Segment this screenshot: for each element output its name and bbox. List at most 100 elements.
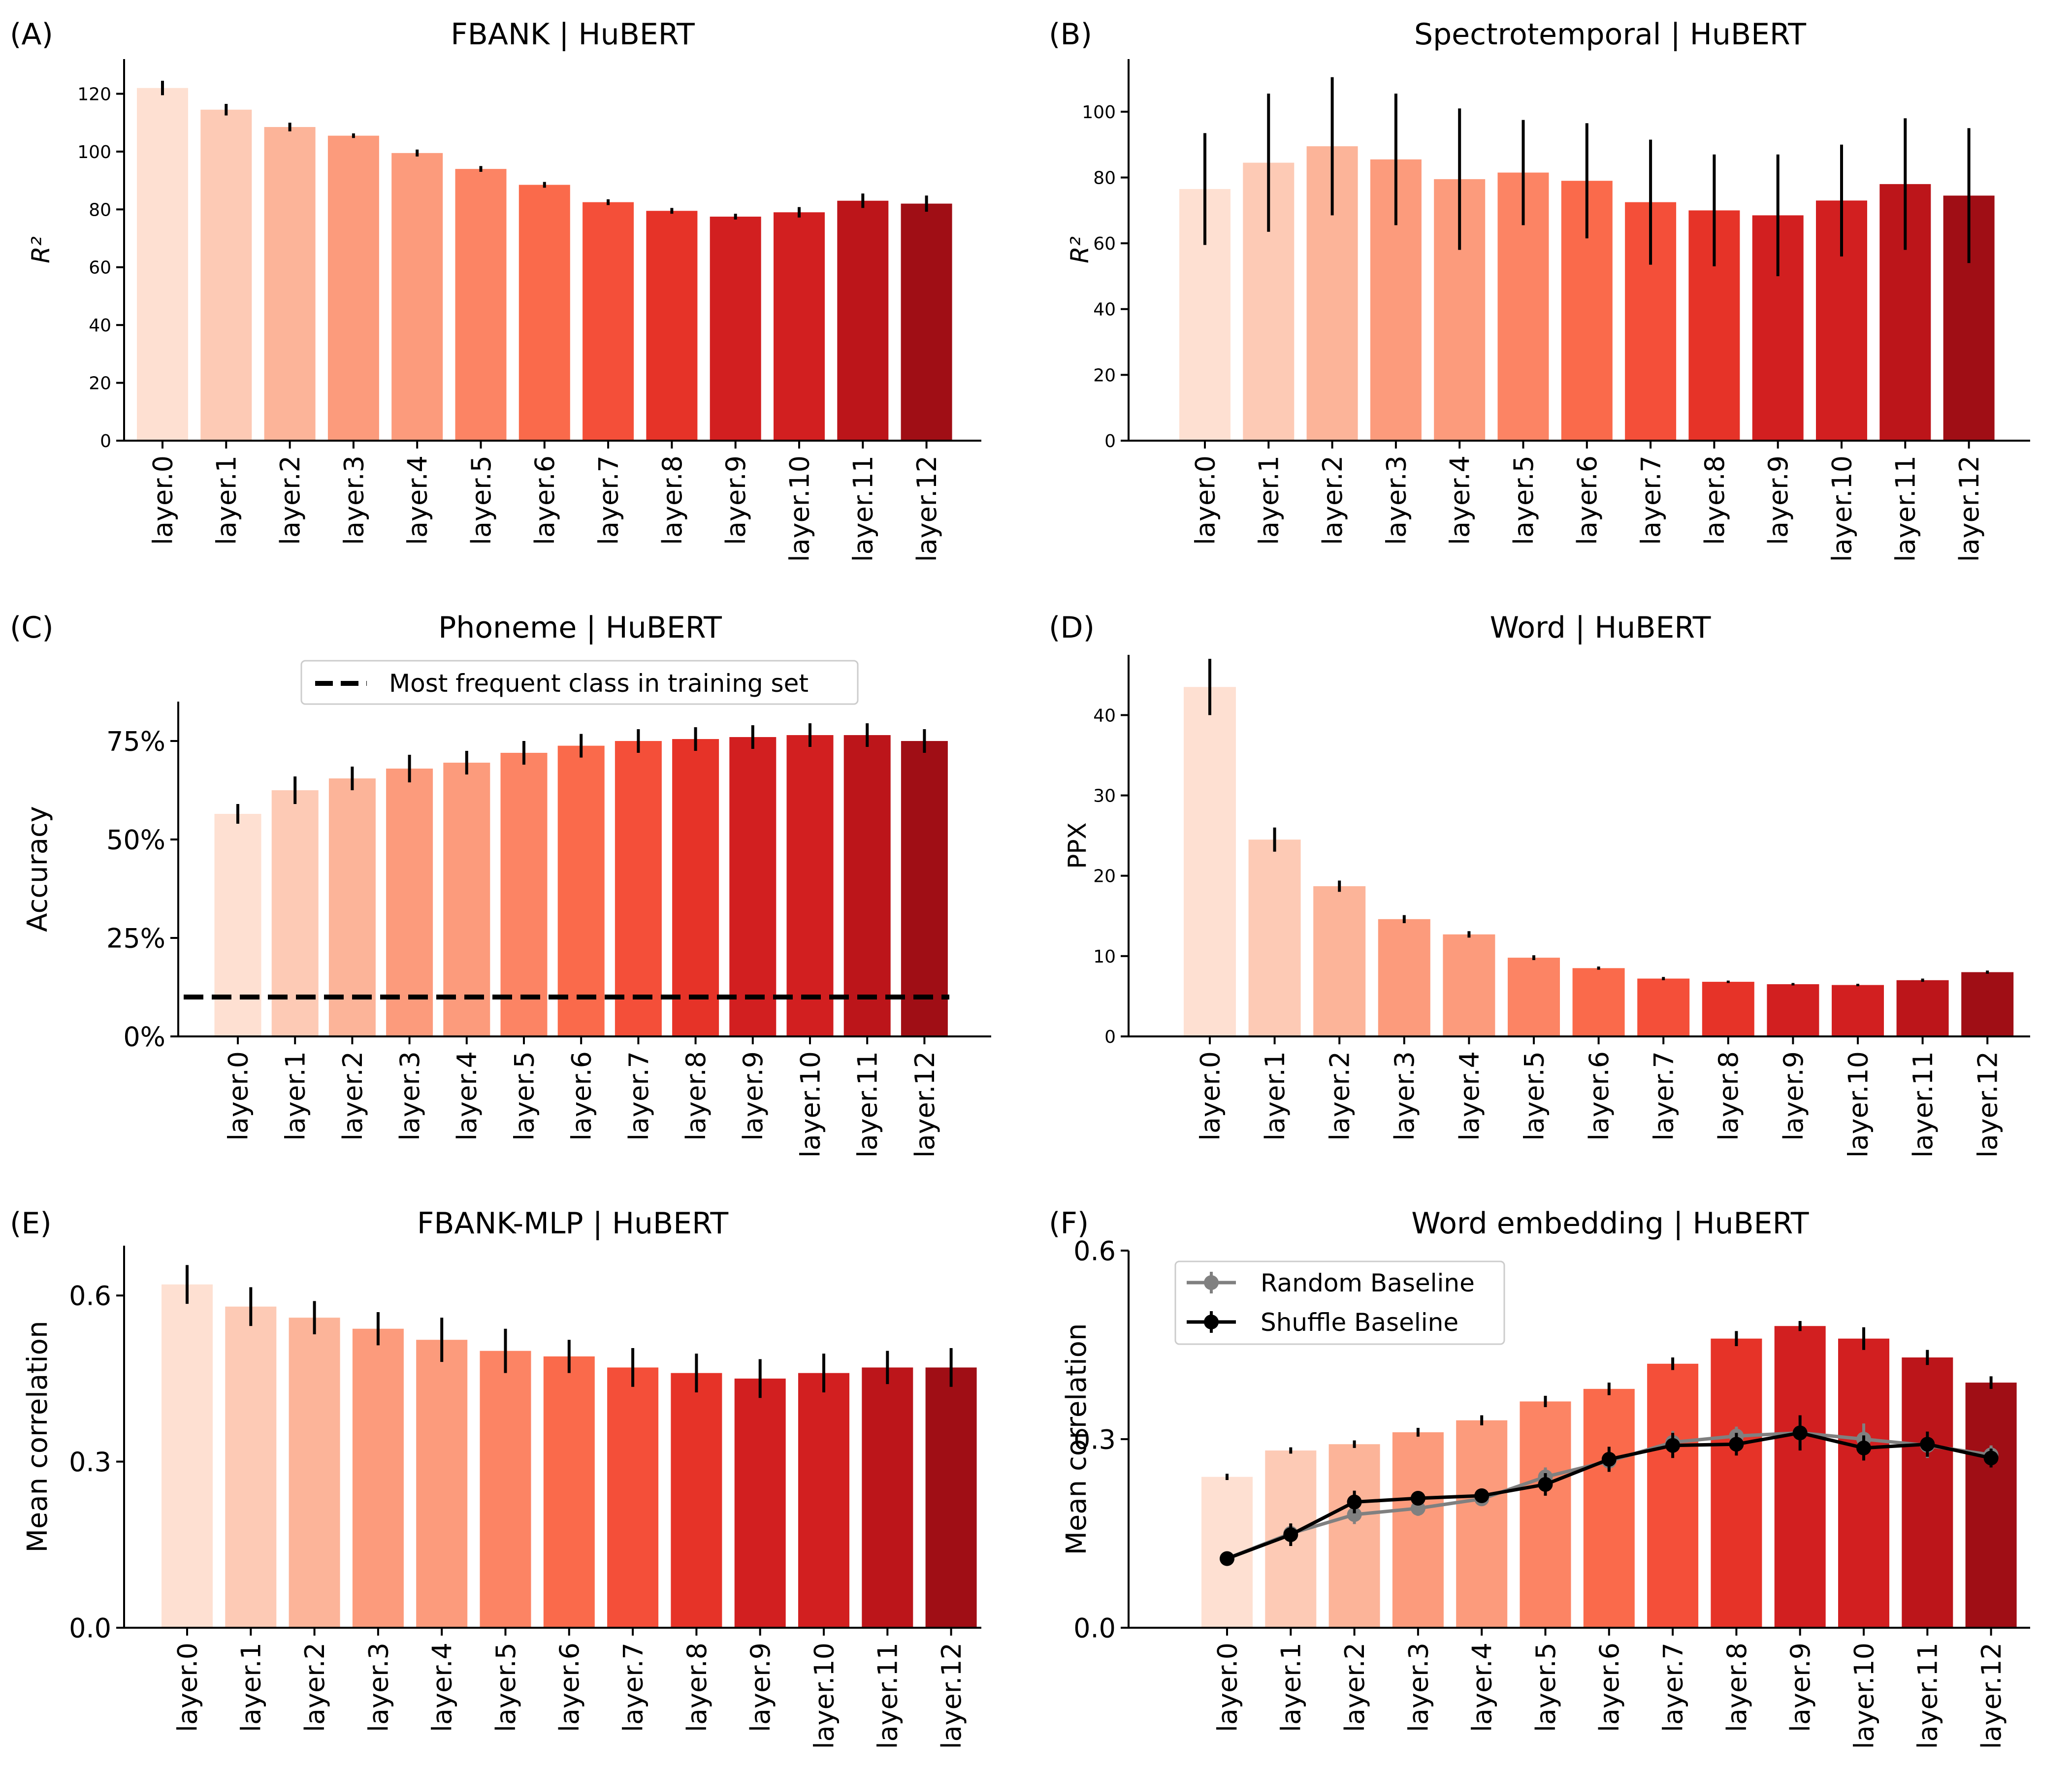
legend-marker-icon: [1204, 1275, 1219, 1290]
bar-layer.6: [1583, 1388, 1635, 1628]
x-tick-label: layer.6: [554, 1643, 585, 1732]
x-tick-label: layer.10: [795, 1051, 826, 1158]
x-tick-label: layer.5: [509, 1051, 540, 1141]
x-tick-label: layer.8: [657, 455, 688, 545]
x-tick-label: layer.11: [852, 1051, 883, 1158]
x-tick-label: layer.7: [618, 1643, 649, 1732]
bar-layer.2: [1313, 886, 1366, 1036]
series-point: [1538, 1477, 1553, 1492]
y-tick-label: 40: [89, 316, 111, 336]
bar-layer.0: [137, 88, 188, 441]
bar-layer.4: [416, 1340, 468, 1628]
bar-layer.4: [391, 153, 443, 441]
bar-layer.6: [518, 185, 570, 441]
x-tick-label: layer.11: [1890, 455, 1921, 562]
bar-layer.3: [386, 769, 433, 1036]
y-tick-label: 0.0: [69, 1612, 111, 1643]
x-tick-label: layer.1: [1260, 1051, 1291, 1141]
x-tick-label: layer.0: [1190, 455, 1221, 545]
x-tick-label: layer.5: [490, 1643, 521, 1732]
x-tick-label: layer.10: [1843, 1051, 1874, 1158]
x-tick-label: layer.12: [936, 1643, 967, 1749]
y-tick-label: 100: [1082, 102, 1116, 123]
bar-layer.10: [1838, 1338, 1889, 1628]
bar-layer.12: [925, 1367, 977, 1628]
bar-layer.5: [455, 169, 507, 441]
bar-layer.12: [1965, 1383, 2017, 1628]
x-tick-label: layer.10: [1848, 1643, 1879, 1749]
y-tick-label: 60: [89, 258, 111, 278]
x-tick-label: layer.0: [172, 1643, 203, 1732]
bar-layer.9: [729, 737, 777, 1036]
x-tick-label: layer.11: [848, 455, 879, 562]
x-tick-label: layer.2: [299, 1643, 330, 1732]
chart-title: Phoneme | HuBERT: [438, 611, 722, 645]
bar-layer.8: [672, 739, 719, 1036]
y-tick-label: 25%: [106, 923, 165, 954]
bar-layer.6: [543, 1356, 595, 1628]
bar-layer.2: [264, 127, 316, 441]
x-tick-label: layer.1: [280, 1051, 311, 1141]
y-tick-label: 40: [1093, 300, 1116, 320]
y-tick-label: 80: [1093, 168, 1116, 188]
x-tick-label: layer.3: [338, 455, 369, 545]
bar-layer.7: [607, 1367, 659, 1628]
y-tick-label: 0.6: [1073, 1235, 1116, 1266]
y-tick-label: 10: [1093, 947, 1116, 967]
panel-label: (B): [1049, 17, 1092, 52]
x-tick-label: layer.8: [1699, 455, 1730, 545]
bar-layer.2: [289, 1318, 340, 1628]
chart-title: Word | HuBERT: [1490, 611, 1711, 645]
x-tick-label: layer.0: [147, 455, 178, 545]
x-tick-label: layer.12: [1973, 1051, 2004, 1158]
y-tick-label: 20: [1093, 867, 1116, 887]
y-tick-label: 0: [1104, 1027, 1116, 1047]
x-tick-label: layer.3: [1381, 455, 1412, 545]
bar-layer.8: [1702, 982, 1754, 1036]
y-tick-label: 40: [1093, 706, 1116, 726]
bar-layer.11: [862, 1367, 913, 1628]
y-axis-label: R²: [1066, 236, 1094, 263]
bar-layer.7: [1637, 978, 1690, 1036]
bar-layer.1: [200, 109, 252, 441]
x-tick-label: layer.1: [1276, 1643, 1307, 1732]
y-tick-label: 75%: [106, 726, 165, 757]
bar-layer.2: [1328, 1444, 1380, 1628]
x-tick-label: layer.7: [1658, 1643, 1689, 1732]
series-point: [1983, 1450, 1999, 1466]
bar-layer.4: [443, 763, 490, 1036]
panel-label: (C): [10, 611, 54, 645]
bar-layer.1: [1248, 839, 1301, 1036]
panel-e: (E) FBANK-MLP | HuBERT 0.0 0.3 0.6 layer.0 lay…: [10, 1206, 981, 1749]
y-tick-label: 20: [89, 374, 111, 394]
x-tick-label: layer.0: [223, 1051, 254, 1141]
x-tick-label: layer.11: [1912, 1643, 1943, 1749]
x-tick-label: layer.12: [1976, 1643, 2007, 1749]
x-tick-label: layer.4: [427, 1643, 458, 1732]
legend-label: Random Baseline: [1261, 1269, 1475, 1297]
x-tick-label: layer.5: [1530, 1643, 1561, 1732]
bar-layer.10: [798, 1373, 849, 1628]
x-tick-label: layer.8: [1713, 1051, 1744, 1141]
bar-layer.12: [901, 203, 952, 441]
legend-box: [1174, 1260, 1505, 1345]
y-tick-label: 0.3: [1073, 1424, 1116, 1455]
bar-layer.7: [583, 202, 634, 441]
chart-title: Spectrotemporal | HuBERT: [1414, 17, 1806, 52]
panel-a: (A) FBANK | HuBERT 0 20 40 60 80 100 120 layer.0 l…: [10, 17, 981, 562]
x-tick-label: layer.5: [1519, 1051, 1550, 1141]
x-tick-label: layer.0: [1212, 1643, 1243, 1732]
panel-label: (F): [1049, 1206, 1089, 1241]
bar-layer.5: [1520, 1401, 1571, 1628]
panel-b: (B) Spectrotemporal | HuBERT 0 20 40 60 80 100 l…: [1049, 17, 2030, 562]
bar-layer.9: [1767, 984, 1819, 1036]
bar-layer.2: [328, 778, 376, 1036]
x-tick-label: layer.8: [680, 1051, 712, 1141]
x-tick-label: layer.4: [1467, 1643, 1498, 1732]
x-tick-label: layer.4: [452, 1051, 483, 1141]
bar-layer.9: [1774, 1326, 1826, 1628]
x-tick-label: layer.10: [1826, 455, 1857, 562]
bar-layer.9: [734, 1378, 786, 1628]
bar-layer.5: [480, 1351, 531, 1628]
x-tick-label: layer.8: [681, 1643, 712, 1732]
